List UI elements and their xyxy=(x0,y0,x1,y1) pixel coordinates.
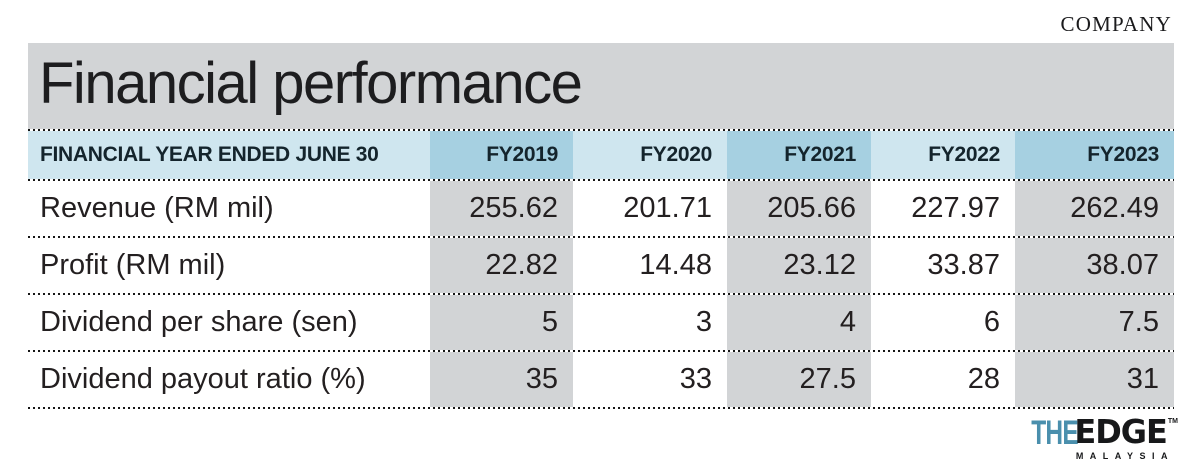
header-label: FINANCIAL YEAR ENDED JUNE 30 xyxy=(28,131,430,179)
logo-edge-text: EDGE xyxy=(1074,412,1168,452)
row-label: Dividend per share (sen) xyxy=(40,306,358,338)
header-fy2022: FY2022 xyxy=(871,131,1015,179)
value-cell: 35 xyxy=(430,352,573,407)
value-cell: 3 xyxy=(695,306,712,338)
header-fy2020: FY2020 xyxy=(573,131,727,179)
logo-the-text: THE xyxy=(1031,414,1080,452)
section-label: COMPANY xyxy=(1060,12,1172,36)
divider xyxy=(28,236,1174,238)
divider xyxy=(28,179,1174,181)
value-cell: 262.49 xyxy=(1015,181,1174,236)
value-cell: 27.5 xyxy=(727,352,871,407)
header-fy2019: FY2019 xyxy=(430,131,573,179)
divider xyxy=(28,293,1174,295)
value-cell: 28 xyxy=(967,363,1000,395)
value-cell: 6 xyxy=(983,306,1000,338)
header-fy2021: FY2021 xyxy=(727,131,871,179)
value-cell: 227.97 xyxy=(911,192,1000,224)
row-label: Profit (RM mil) xyxy=(40,249,226,281)
the-edge-malaysia-logo: THE EDGE TM MALAYSIA xyxy=(982,416,1178,461)
logo-wordmark: THE EDGE TM xyxy=(982,416,1178,450)
divider xyxy=(28,407,1174,409)
value-cell: 38.07 xyxy=(1015,238,1174,293)
row-label: Revenue (RM mil) xyxy=(40,192,274,224)
value-cell: 33.87 xyxy=(927,249,1000,281)
table-title: Financial performance xyxy=(39,51,583,116)
value-cell: 31 xyxy=(1015,352,1174,407)
value-cell: 205.66 xyxy=(727,181,871,236)
value-cell: 255.62 xyxy=(430,181,573,236)
table-row-revenue: Revenue (RM mil) 255.62 201.71 205.66 22… xyxy=(28,181,1174,236)
financial-table: Financial performance FINANCIAL YEAR END… xyxy=(28,43,1174,409)
value-cell: 23.12 xyxy=(727,238,871,293)
logo-country-text: MALAYSIA xyxy=(1075,451,1174,461)
divider xyxy=(28,129,1174,131)
header-fy2023: FY2023 xyxy=(1015,131,1174,179)
value-cell: 4 xyxy=(727,295,871,350)
value-cell: 201.71 xyxy=(623,192,712,224)
trademark-mark: TM xyxy=(1167,418,1178,425)
value-cell: 33 xyxy=(679,363,712,395)
table-row-profit: Profit (RM mil) 22.82 14.48 23.12 33.87 … xyxy=(28,238,1174,293)
value-cell: 22.82 xyxy=(430,238,573,293)
value-cell: 7.5 xyxy=(1015,295,1174,350)
title-band: Financial performance xyxy=(28,43,1174,129)
table-row-dividend-payout-ratio: Dividend payout ratio (%) 35 33 27.5 28 … xyxy=(28,352,1174,407)
divider xyxy=(28,350,1174,352)
table-row-dividend-per-share: Dividend per share (sen) 5 3 4 6 7.5 xyxy=(28,295,1174,350)
table-header-row: FINANCIAL YEAR ENDED JUNE 30 FY2019 FY20… xyxy=(28,131,1174,179)
value-cell: 14.48 xyxy=(639,249,712,281)
value-cell: 5 xyxy=(430,295,573,350)
row-label: Dividend payout ratio (%) xyxy=(40,363,366,395)
